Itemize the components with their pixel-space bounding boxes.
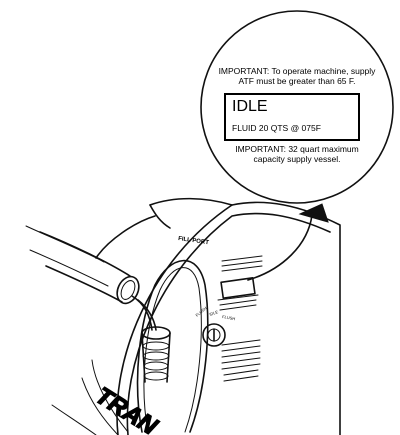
transmission-machine bbox=[25, 197, 341, 435]
callout-circle bbox=[200, 10, 394, 204]
machine-display-window bbox=[220, 277, 256, 299]
fill-funnel bbox=[141, 326, 171, 383]
knob-label-middle: IDLE bbox=[209, 309, 219, 317]
fill-port-label: FILL PORT bbox=[178, 236, 210, 246]
brand-lettering: TRAN bbox=[91, 382, 162, 435]
mode-knob bbox=[202, 323, 226, 347]
machine-panel-text bbox=[217, 255, 263, 382]
display-status-text: IDLE bbox=[232, 98, 268, 115]
fill-port-opening bbox=[136, 259, 209, 433]
fluid-bottle bbox=[25, 225, 140, 305]
status-display: IDLE FLUID 20 QTS @ 075F bbox=[224, 93, 360, 141]
callout-arrow bbox=[247, 214, 313, 281]
notice-top: IMPORTANT: To operate machine, supply AT… bbox=[218, 66, 376, 86]
notice-bottom: IMPORTANT: 32 quart maximum capacity sup… bbox=[235, 144, 359, 164]
display-fluid-readout: FLUID 20 QTS @ 075F bbox=[232, 123, 321, 133]
knob-label-right: FLUSH bbox=[222, 314, 236, 321]
